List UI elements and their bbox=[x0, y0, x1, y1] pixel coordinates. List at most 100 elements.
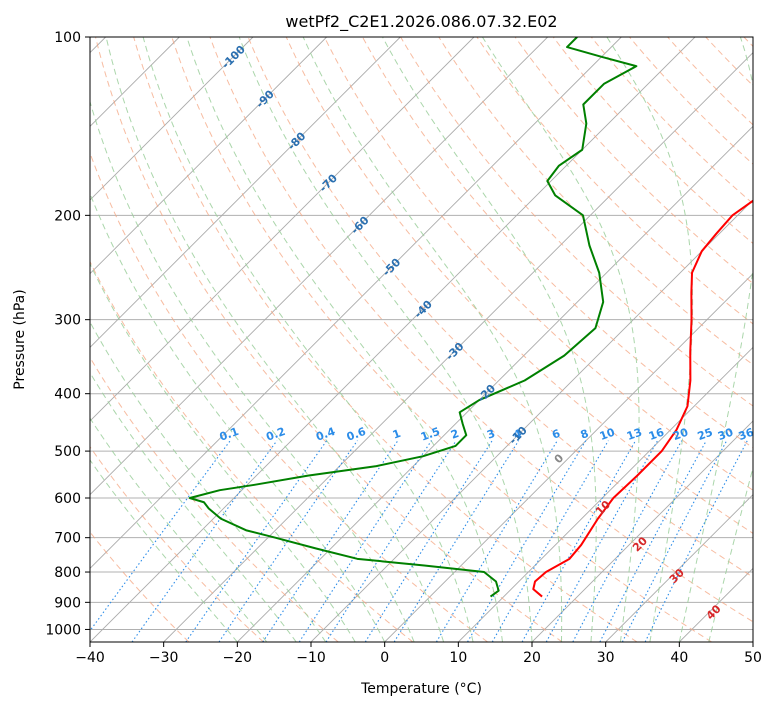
isotherm-line bbox=[237, 125, 753, 642]
moist-adiabat-line bbox=[90, 459, 238, 642]
mixing-ratio-label: 8 bbox=[579, 427, 591, 442]
y-tick-label: 600 bbox=[54, 491, 81, 507]
mixing-ratio-label: 4 bbox=[512, 427, 524, 442]
mixing-ratio-line bbox=[644, 440, 748, 642]
y-tick-label: 700 bbox=[54, 531, 81, 547]
dry-adiabat-line bbox=[90, 260, 414, 642]
x-tick-label: 40 bbox=[670, 650, 688, 666]
moist-adiabat-line bbox=[382, 37, 597, 642]
y-tick-label: 1000 bbox=[45, 622, 81, 638]
dewpoint-profile-line bbox=[188, 37, 638, 598]
mixing-ratio-line bbox=[90, 440, 231, 632]
moist-adiabat-line bbox=[90, 192, 386, 642]
mixing-ratio-label: 0.6 bbox=[345, 425, 368, 444]
isotherm-line bbox=[605, 494, 753, 642]
isotherm-line bbox=[90, 37, 622, 569]
mixing-ratio-line bbox=[185, 440, 328, 642]
mixing-ratio-line bbox=[298, 440, 432, 642]
mixing-ratio-label: 10 bbox=[598, 425, 617, 443]
isotherm-line bbox=[90, 37, 401, 348]
isotherm-line bbox=[90, 37, 327, 275]
moist-adiabat-line bbox=[90, 417, 268, 642]
dry-adiabat-line bbox=[476, 37, 753, 325]
moist-adiabat-line bbox=[481, 37, 640, 642]
mixing-ratio-label: 2 bbox=[449, 427, 461, 442]
isotherm-line bbox=[90, 37, 475, 422]
mixing-ratio-label: 1.5 bbox=[419, 425, 442, 444]
moist-adiabat-line bbox=[105, 37, 445, 642]
isotherm-line bbox=[384, 273, 753, 642]
x-tick-label: −10 bbox=[296, 650, 326, 666]
chart-title: wetPf2_C2E1.2026.086.07.32.E02 bbox=[285, 12, 557, 32]
mixing-ratio-label: 36 bbox=[737, 425, 756, 443]
isotherm-line bbox=[90, 37, 254, 201]
isotherm-line bbox=[163, 52, 753, 642]
moist-adiabat-line bbox=[186, 37, 504, 642]
mixing-ratio-label: 1 bbox=[391, 427, 403, 442]
plot-clip-group bbox=[90, 37, 753, 642]
mixing-ratio-label: 30 bbox=[716, 425, 735, 443]
dry-adiabat-line bbox=[629, 37, 753, 165]
mixing-ratio-line bbox=[545, 440, 659, 642]
mixing-ratio-label: 20 bbox=[671, 425, 690, 443]
isotherm-line bbox=[531, 420, 753, 642]
dry-adiabat-line bbox=[400, 37, 753, 407]
y-tick-label: 500 bbox=[54, 444, 81, 460]
temperature-profile-line bbox=[532, 199, 753, 598]
mixing-ratio-label: 0.1 bbox=[218, 425, 241, 444]
mixing-ratio-label: 6 bbox=[550, 427, 562, 442]
mixing-ratio-line bbox=[262, 440, 399, 642]
y-tick-label: 800 bbox=[54, 565, 81, 581]
moist-adiabat-line bbox=[90, 100, 415, 642]
x-tick-label: 20 bbox=[523, 650, 541, 666]
mixing-ratio-line bbox=[572, 440, 683, 642]
mixing-ratio-line bbox=[393, 440, 520, 642]
x-tick-label: 50 bbox=[744, 650, 762, 666]
mixing-ratio-line bbox=[435, 440, 558, 642]
mixing-ratio-line bbox=[218, 440, 358, 642]
dry-adiabat-line bbox=[514, 37, 753, 285]
isotherm-line bbox=[458, 346, 753, 642]
isotherm-line bbox=[90, 37, 548, 496]
y-axis-label: Pressure (hPa) bbox=[12, 289, 28, 389]
mixing-ratio-line bbox=[131, 440, 278, 642]
mixing-ratio-label: 3 bbox=[485, 427, 497, 442]
mixing-ratio-label: 0.4 bbox=[314, 425, 337, 444]
y-tick-label: 200 bbox=[54, 208, 81, 224]
dry-adiabat-line bbox=[90, 445, 264, 642]
moist-adiabat-line bbox=[302, 37, 563, 642]
axes: −40 −30 −20 −10 0 10 20 30 40 5010020030040050060… bbox=[45, 30, 762, 666]
mixing-ratio-line bbox=[364, 440, 493, 642]
mixing-ratio-line bbox=[467, 440, 587, 642]
moist-adiabat-line bbox=[90, 262, 356, 642]
x-tick-label: −40 bbox=[75, 650, 105, 666]
moist-adiabat-line bbox=[142, 37, 474, 642]
dry-adiabat-line bbox=[323, 37, 753, 491]
x-tick-label: −20 bbox=[223, 650, 253, 666]
moist-adiabat-line bbox=[678, 37, 753, 642]
plot-frame bbox=[89, 36, 754, 643]
y-tick-label: 300 bbox=[54, 313, 81, 329]
mixing-ratio-label: 25 bbox=[696, 426, 715, 443]
mixing-ratio-label: 13 bbox=[625, 426, 644, 443]
dry-adiabat-line bbox=[209, 37, 753, 623]
isotherm-line bbox=[90, 37, 696, 642]
dry-adiabat-line bbox=[95, 37, 563, 642]
dry-adiabat-line bbox=[247, 37, 753, 578]
mixing-ratio-label: 16 bbox=[647, 425, 666, 443]
x-tick-label: 10 bbox=[449, 650, 467, 666]
moist-adiabat-line bbox=[238, 37, 533, 642]
y-tick-label: 900 bbox=[54, 595, 81, 611]
x-tick-label: 0 bbox=[380, 650, 389, 666]
dry-adiabat-line bbox=[362, 37, 753, 449]
x-tick-label: −30 bbox=[149, 650, 179, 666]
y-tick-label: 100 bbox=[54, 30, 81, 46]
y-tick-label: 400 bbox=[54, 387, 81, 403]
moist-adiabat-line bbox=[708, 465, 753, 642]
x-axis-label: Temperature (°C) bbox=[360, 681, 482, 697]
x-tick-label: 30 bbox=[597, 650, 615, 666]
dry-adiabat-line bbox=[133, 37, 638, 642]
mixing-ratio-label: 0.2 bbox=[264, 425, 287, 444]
moist-adiabat-line bbox=[90, 371, 297, 642]
